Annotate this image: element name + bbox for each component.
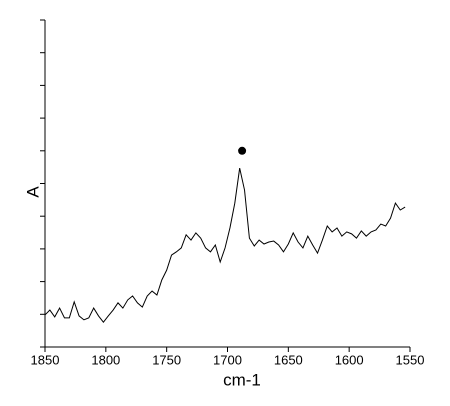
x-tick-label: 1600: [335, 352, 364, 367]
y-axis-label: A: [23, 186, 42, 198]
x-tick-label: 1650: [274, 352, 303, 367]
x-tick-label: 1750: [152, 352, 181, 367]
x-tick-label: 1850: [31, 352, 60, 367]
x-tick-label: 1700: [213, 352, 242, 367]
x-tick-label: 1550: [396, 352, 425, 367]
x-axis-label: cm-1: [223, 370, 261, 389]
x-tick-label: 1800: [91, 352, 120, 367]
spectrum-line: [44, 168, 406, 323]
peak-marker: [238, 146, 247, 155]
